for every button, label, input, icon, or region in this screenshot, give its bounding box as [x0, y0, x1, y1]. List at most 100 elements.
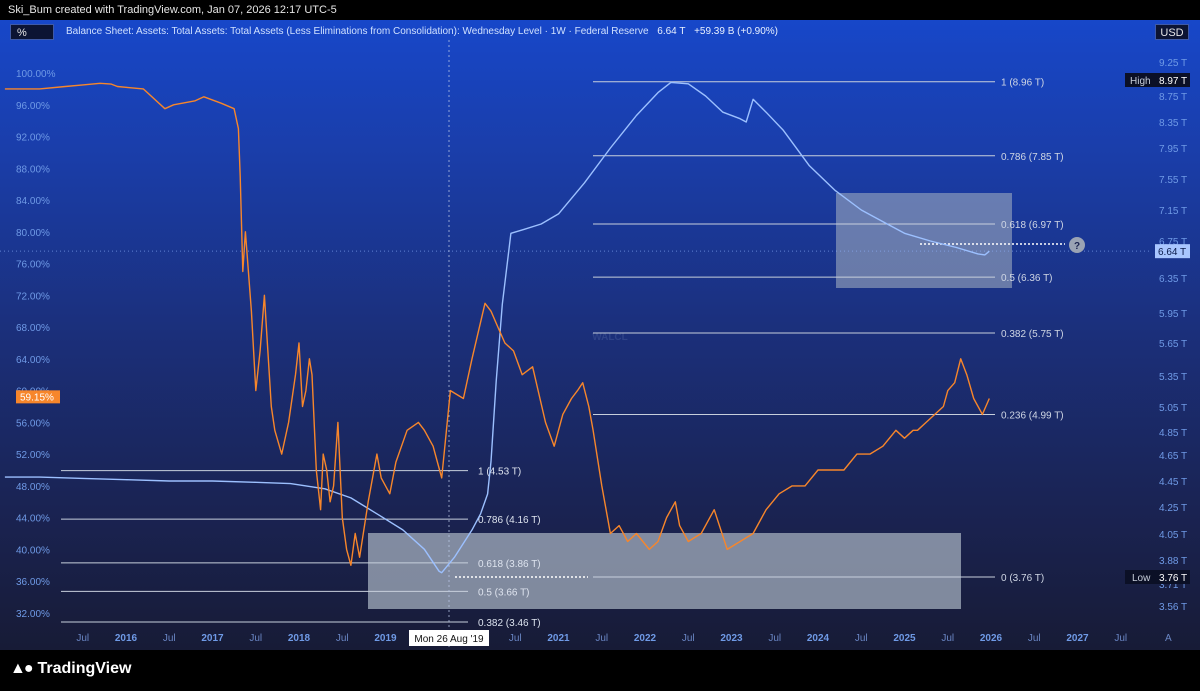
right-axis-tick: 3.71 T [1159, 580, 1187, 591]
x-axis-tick: 2024 [807, 633, 830, 644]
legend-title: Balance Sheet: Assets: Total Assets: Tot… [66, 26, 649, 37]
left-axis-tick: 96.00% [16, 101, 50, 112]
left-axis-tick: 64.00% [16, 355, 50, 366]
x-axis-tick: Jul [768, 633, 781, 644]
right-axis-tick: 4.45 T [1159, 477, 1187, 488]
left-axis-tick: 56.00% [16, 418, 50, 429]
x-axis-tick: Jul [336, 633, 349, 644]
crosshair-date-label: Mon 26 Aug '19 [414, 634, 484, 645]
fib-upper-label: 0.236 (4.99 T) [1001, 411, 1064, 422]
x-axis-tick: Jul [682, 633, 695, 644]
right-axis-tick: 5.35 T [1159, 372, 1187, 383]
x-axis-tick: Jul [249, 633, 262, 644]
right-axis-tick: 7.95 T [1159, 144, 1187, 155]
fib-lower-label: 0.618 (3.86 T) [478, 559, 541, 570]
fib-upper-label: 0.786 (7.85 T) [1001, 152, 1064, 163]
currency-button[interactable]: USD [1155, 24, 1189, 40]
left-axis-tick: 48.00% [16, 482, 50, 493]
left-axis-tick: 80.00% [16, 228, 50, 239]
percent-scale-button[interactable]: % [10, 24, 54, 40]
right-axis-tick: 3.88 T [1159, 556, 1187, 567]
high-label: High [1130, 76, 1151, 87]
right-axis-tick: 6.35 T [1159, 274, 1187, 285]
left-axis-tick: 32.00% [16, 609, 50, 620]
x-axis-tick: Jul [941, 633, 954, 644]
right-axis-tick: 5.65 T [1159, 339, 1187, 350]
left-axis-tick: 76.00% [16, 260, 50, 271]
help-icon[interactable] [1069, 237, 1085, 253]
left-axis-tick: 88.00% [16, 164, 50, 175]
x-axis-tick: Jul [509, 633, 522, 644]
right-axis-tick: 8.35 T [1159, 118, 1187, 129]
right-axis-tick: 4.65 T [1159, 451, 1187, 462]
upper-zone-box[interactable] [836, 193, 1012, 288]
tradingview-logo[interactable]: ▲● TradingView [10, 660, 131, 678]
legend-value: 6.64 T [657, 26, 686, 37]
right-axis-tick: 5.95 T [1159, 309, 1187, 320]
orange-series-line[interactable] [4, 82, 990, 566]
x-axis-tick: 2027 [1066, 633, 1089, 644]
orange-last-value-text: 59.15% [20, 392, 54, 403]
lower-zone-box[interactable] [368, 533, 961, 609]
x-axis-tick: 2026 [980, 633, 1003, 644]
orange-last-value-badge [16, 390, 60, 404]
right-axis-tick: 4.05 T [1159, 530, 1187, 541]
x-axis-tick: A [1165, 633, 1172, 644]
last-value-badge [1155, 244, 1190, 259]
right-axis-tick: 7.55 T [1159, 175, 1187, 186]
x-axis-tick: 2019 [374, 633, 397, 644]
low-value: 3.76 T [1159, 573, 1187, 584]
x-axis-tick: Jul [595, 633, 608, 644]
x-axis-tick: 2018 [288, 633, 311, 644]
left-axis-tick: 40.00% [16, 545, 50, 556]
x-axis-tick: 2023 [720, 633, 743, 644]
right-axis-tick: 6.75 T [1159, 237, 1187, 248]
crosshair-date-badge [409, 630, 489, 646]
fib-upper-label: 0 (3.76 T) [1001, 573, 1044, 584]
left-axis-tick: 68.00% [16, 323, 50, 334]
low-badge [1125, 570, 1190, 584]
high-value: 8.97 T [1159, 76, 1187, 87]
x-axis-tick: 2017 [201, 633, 224, 644]
help-icon-glyph: ? [1074, 241, 1080, 252]
x-axis-tick: 2022 [634, 633, 657, 644]
footer-bar: ▲● TradingView [0, 650, 1200, 691]
low-label: Low [1132, 573, 1151, 584]
right-axis-tick: 3.56 T [1159, 602, 1187, 613]
series-legend[interactable]: Balance Sheet: Assets: Total Assets: Tot… [66, 26, 778, 37]
x-axis-tick: Jul [76, 633, 89, 644]
right-axis-tick: 5.05 T [1159, 403, 1187, 414]
legend-change: +59.39 B (+0.90%) [694, 26, 779, 37]
left-axis-tick: 72.00% [16, 291, 50, 302]
x-axis-tick: 2025 [893, 633, 916, 644]
x-axis-tick: Jul [1114, 633, 1127, 644]
attribution-bar: Ski_Bum created with TradingView.com, Ja… [0, 0, 1200, 20]
right-axis-tick: 4.25 T [1159, 503, 1187, 514]
tradingview-logo-icon: ▲● [10, 660, 33, 677]
fib-upper-label: 0.5 (6.36 T) [1001, 273, 1053, 284]
fib-upper-label: 1 (8.96 T) [1001, 78, 1044, 89]
left-axis-tick: 100.00% [16, 69, 56, 80]
fib-upper-label: 0.382 (5.75 T) [1001, 329, 1064, 340]
high-badge [1125, 73, 1190, 87]
right-axis-tick: 4.85 T [1159, 428, 1187, 439]
fib-lower-label: 0.382 (3.46 T) [478, 618, 541, 629]
x-axis-tick: Jul [855, 633, 868, 644]
fib-upper-label: 0.618 (6.97 T) [1001, 220, 1064, 231]
left-axis-tick: 36.00% [16, 577, 50, 588]
right-axis-tick: 9.25 T [1159, 58, 1187, 69]
left-axis-tick: 92.00% [16, 133, 50, 144]
last-value-text: 6.64 T [1158, 247, 1186, 258]
left-axis-tick: 84.00% [16, 196, 50, 207]
x-axis-tick: Jul [1028, 633, 1041, 644]
right-axis-tick: 7.15 T [1159, 206, 1187, 217]
fib-lower-label: 0.786 (4.16 T) [478, 515, 541, 526]
left-axis-tick: 44.00% [16, 514, 50, 525]
attribution-text: Ski_Bum created with TradingView.com, Ja… [8, 4, 337, 16]
walcl-series-line[interactable] [4, 81, 990, 574]
fib-lower-label: 1 (4.53 T) [478, 467, 521, 478]
fib-lower-label: 0.5 (3.66 T) [478, 587, 530, 598]
x-axis-tick: 2021 [547, 633, 570, 644]
x-axis-tick: Jul [163, 633, 176, 644]
